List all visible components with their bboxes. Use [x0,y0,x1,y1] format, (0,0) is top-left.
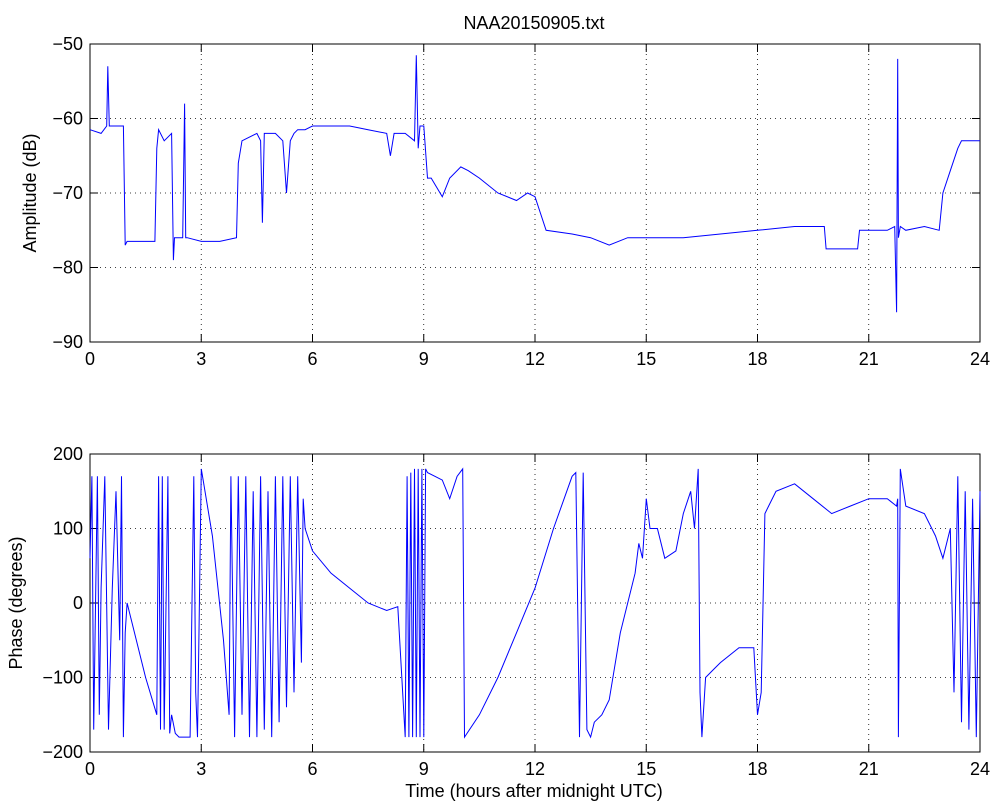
phase-x-tick-label: 9 [419,759,429,779]
amplitude-x-tick-label: 24 [970,349,990,369]
phase-y-tick-label: −200 [42,742,83,762]
amplitude-x-tick-label: 9 [419,349,429,369]
amplitude-x-tick-label: 15 [636,349,656,369]
phase-x-tick-label: 24 [970,759,990,779]
phase-y-tick-label: −100 [42,668,83,688]
amplitude-y-tick-label: −60 [52,109,83,129]
phase-x-tick-label: 21 [859,759,879,779]
amplitude-series-line [89,55,980,313]
amplitude-x-tick-label: 3 [196,349,206,369]
amplitude-y-tick-label: −80 [52,258,83,278]
phase-x-tick-label: 18 [747,759,767,779]
amplitude-y-axis-label: Amplitude (dB) [20,133,40,252]
phase-x-axis-label: Time (hours after midnight UTC) [405,781,662,801]
phase-y-tick-label: 0 [73,593,83,613]
chart-title: NAA20150905.txt [463,13,604,33]
amplitude-x-tick-label: 18 [747,349,767,369]
phase-gridlines [90,454,980,752]
amplitude-y-ticks: −90 −80 −70 −60 −50 [52,34,980,352]
amplitude-plot: 0 3 6 9 12 15 18 21 24 −90 −80 −70 −60 −50 Amplitude… [20,34,990,369]
amplitude-x-ticks: 0 3 6 9 12 15 18 21 24 [85,44,990,369]
amplitude-y-tick-label: −50 [52,34,83,54]
phase-x-tick-label: 0 [85,759,95,779]
amplitude-y-tick-label: −70 [52,183,83,203]
phase-plot: 0 3 6 9 12 15 18 21 24 −200 −100 0 100 200 Phase (de… [6,444,990,801]
phase-y-ticks: −200 −100 0 100 200 [42,444,980,762]
phase-series-line [89,467,981,739]
phase-y-tick-label: 100 [53,519,83,539]
amplitude-y-tick-label: −90 [52,332,83,352]
phase-y-axis-label: Phase (degrees) [6,536,26,669]
phase-x-tick-label: 3 [196,759,206,779]
amplitude-x-tick-label: 6 [307,349,317,369]
amplitude-x-tick-label: 21 [859,349,879,369]
amplitude-x-tick-label: 12 [525,349,545,369]
phase-x-tick-label: 6 [307,759,317,779]
amplitude-gridlines [90,44,980,342]
amplitude-x-tick-label: 0 [85,349,95,369]
phase-y-tick-label: 200 [53,444,83,464]
phase-x-tick-label: 15 [636,759,656,779]
phase-x-tick-label: 12 [525,759,545,779]
phase-x-ticks: 0 3 6 9 12 15 18 21 24 [85,454,990,779]
